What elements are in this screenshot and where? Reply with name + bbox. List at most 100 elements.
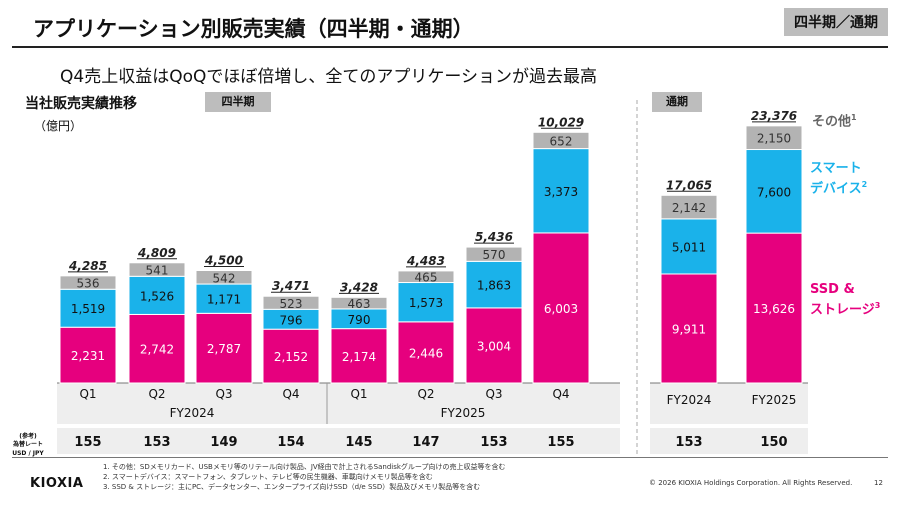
quarter-value-label-2-1: 541 xyxy=(146,264,169,278)
annual-axis-band xyxy=(650,383,808,424)
footnote-3: 3. SSD & ストレージ：主にPC、データセンター、エンタープライズ向けSS… xyxy=(103,483,481,491)
quarter-rate-value-7: 155 xyxy=(547,435,574,450)
quarter-value-label-2-3: 523 xyxy=(280,297,303,311)
quarter-value-label-1-7: 3,373 xyxy=(544,185,578,199)
quarter-bar-1-6 xyxy=(465,260,523,309)
quarter-bar-0-7 xyxy=(532,232,590,384)
quarter-value-label-1-4: 790 xyxy=(348,313,371,327)
annual-value-label-1-1: 7,600 xyxy=(757,185,791,199)
quarter-value-label-1-5: 1,573 xyxy=(409,296,443,310)
quarter-category-label-7: Q4 xyxy=(552,387,569,401)
annual-value-label-2-1: 2,150 xyxy=(757,132,791,146)
quarter-bar-2-4 xyxy=(330,296,388,310)
quarter-bar-1-5 xyxy=(397,282,455,323)
quarter-bar-0-4 xyxy=(330,328,388,384)
copyright: © 2026 KIOXIA Holdings Corporation. All … xyxy=(649,479,853,487)
annual-rate-value-1: 150 xyxy=(760,435,787,450)
footnote-1: 1. その他：SDメモリカード、USBメモリ等のリテール向け製品、JV経由で計上… xyxy=(103,463,506,471)
annual-value-label-2-0: 2,142 xyxy=(672,201,706,215)
period-badge: 四半期／通期 xyxy=(784,8,888,36)
quarter-bar-0-1 xyxy=(128,313,186,384)
quarter-total-label-7: 10,029 xyxy=(538,115,584,129)
quarter-total-label-1: 4,809 xyxy=(137,246,176,260)
quarter-value-label-1-0: 1,519 xyxy=(71,302,105,316)
quarter-bar-2-1 xyxy=(128,262,186,277)
quarter-value-label-0-6: 3,004 xyxy=(477,339,511,353)
quarter-category-label-1: Q2 xyxy=(148,387,165,401)
quarter-bar-0-6 xyxy=(465,307,523,384)
quarter-value-label-2-6: 570 xyxy=(483,248,506,262)
headline: Q4売上収益はQoQでほぼ倍増し、全てのアプリケーションが過去最高 xyxy=(60,67,598,87)
annual-bar-0-0 xyxy=(660,273,718,384)
annual-total-label-1: 23,376 xyxy=(751,109,797,123)
legend-other: その他1 xyxy=(812,113,857,130)
quarter-category-label-6: Q3 xyxy=(485,387,502,401)
quarter-rate-value-4: 145 xyxy=(345,435,372,450)
annual-category-label-0: FY2024 xyxy=(667,393,712,407)
annual-category-label-1: FY2025 xyxy=(752,393,797,407)
chart-subtitle: 当社販売実績推移 xyxy=(25,96,137,112)
title-divider xyxy=(12,46,888,48)
rate-label-pair: USD / JPY xyxy=(12,450,44,457)
quarter-rate-value-5: 147 xyxy=(412,435,439,450)
quarter-badge: 四半期 xyxy=(205,92,271,112)
quarter-value-label-1-2: 1,171 xyxy=(207,293,241,307)
footnotes: 1. その他：SDメモリカード、USBメモリ等のリテール向け製品、JV経由で計上… xyxy=(103,462,506,492)
annual-bar-1-1 xyxy=(745,149,803,234)
annual-value-label-1-0: 5,011 xyxy=(672,240,706,254)
quarter-value-label-2-4: 463 xyxy=(348,297,371,311)
quarter-bar-2-6 xyxy=(465,246,523,262)
quarter-value-label-0-2: 2,787 xyxy=(207,342,241,356)
page-title: アプリケーション別販売実績（四半期・通期） xyxy=(33,17,474,41)
page-number: 12 xyxy=(874,479,883,487)
footnote-2: 2. スマートデバイス：スマートフォン、タブレット、テレビ等の民生機器、車載向け… xyxy=(103,473,433,481)
unit-label: （億円） xyxy=(34,119,83,133)
annual-value-label-0-0: 9,911 xyxy=(672,322,706,336)
footer-divider xyxy=(12,457,888,458)
quarter-bar-0-2 xyxy=(195,312,253,384)
quarter-bar-0-3 xyxy=(262,328,320,384)
quarter-total-label-4: 3,428 xyxy=(340,280,378,294)
quarter-value-label-2-0: 536 xyxy=(77,277,100,291)
quarter-rate-band xyxy=(57,428,620,454)
quarter-value-label-0-1: 2,742 xyxy=(140,343,174,357)
kioxia-logo: KIOXIA xyxy=(30,476,84,491)
quarter-category-label-5: Q2 xyxy=(417,387,434,401)
quarter-rate-value-6: 153 xyxy=(480,435,507,450)
group-label-fy2025: FY2025 xyxy=(441,406,486,420)
quarter-value-label-0-5: 2,446 xyxy=(409,346,443,360)
quarter-bar-2-7 xyxy=(532,131,590,150)
quarter-total-label-0: 4,285 xyxy=(68,259,107,273)
quarter-value-label-0-4: 2,174 xyxy=(342,350,376,364)
annual-bar-2-0 xyxy=(660,194,718,220)
quarter-bar-2-5 xyxy=(397,270,455,284)
quarter-value-label-1-1: 1,526 xyxy=(140,289,174,303)
quarter-bar-2-3 xyxy=(262,295,320,310)
quarter-category-label-0: Q1 xyxy=(79,387,96,401)
quarter-value-label-1-6: 1,863 xyxy=(477,279,511,293)
annual-badge: 通期 xyxy=(652,92,702,112)
quarter-value-label-2-7: 652 xyxy=(550,134,573,148)
quarter-category-label-2: Q3 xyxy=(215,387,232,401)
quarter-rate-value-0: 155 xyxy=(74,435,101,450)
quarter-rate-value-3: 154 xyxy=(277,435,304,450)
annual-value-label-0-1: 13,626 xyxy=(753,302,795,316)
quarter-bar-2-0 xyxy=(59,275,117,290)
sales-chart: (参考)為替レート USD / JPY 2,231 1,519 536 4,285 Q1 15… xyxy=(12,100,808,457)
legend-ssd-storage: SSD & ストレージ3 xyxy=(810,282,881,318)
quarter-bar-2-2 xyxy=(195,270,253,285)
quarter-value-label-2-5: 465 xyxy=(415,271,438,285)
quarter-category-label-3: Q4 xyxy=(282,387,299,401)
quarter-axis-band xyxy=(57,383,620,424)
quarter-value-label-2-2: 542 xyxy=(213,271,236,285)
quarter-rate-value-1: 153 xyxy=(143,435,170,450)
annual-rate-band xyxy=(650,428,808,454)
quarter-bar-0-5 xyxy=(397,321,455,384)
quarter-total-label-3: 3,471 xyxy=(272,279,310,293)
quarter-total-label-5: 4,483 xyxy=(406,254,445,268)
rate-label-name: 為替レート xyxy=(12,440,43,448)
annual-bar-2-1 xyxy=(745,125,803,151)
quarter-rate-value-2: 149 xyxy=(210,435,237,450)
quarter-total-label-6: 5,436 xyxy=(475,230,513,244)
quarter-category-label-4: Q1 xyxy=(350,387,367,401)
